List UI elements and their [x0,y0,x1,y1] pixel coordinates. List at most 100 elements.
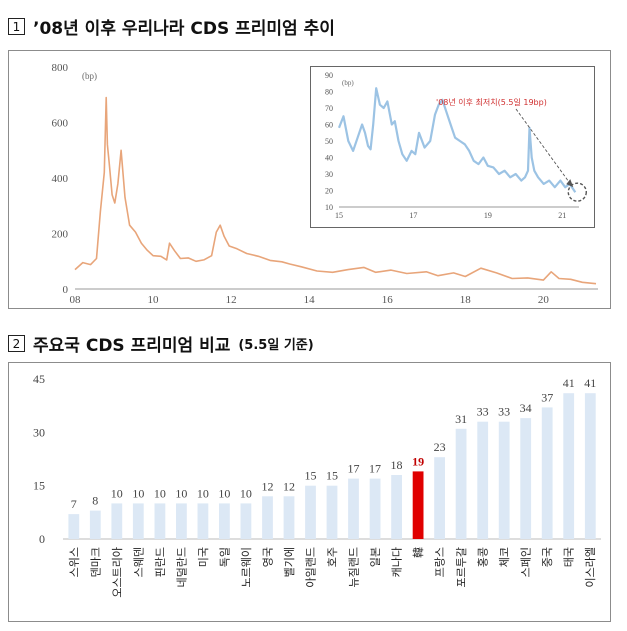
bar-value-label: 10 [218,486,230,500]
bar-21 [520,418,532,539]
bar-category-label: 캐나다 [391,547,404,577]
bar-19 [477,421,489,539]
bar-15 [391,475,402,539]
bar-category-label: 韓 [412,547,425,558]
bar-11 [305,485,316,539]
inset-y-axis-unit: (bp) [342,79,354,87]
bar-9 [262,496,273,539]
inset-cds-line-series [337,87,577,193]
bar-value-label: 33 [477,405,489,419]
bar-value-label: 41 [563,376,575,390]
section1-number: 1 [8,18,25,35]
annotation-circle [567,182,587,202]
section2-subtitle: (5.5일 기준) [238,338,314,353]
bar-y-tick-label: 45 [33,372,45,386]
bar-category-label: 핀란드 [154,547,167,577]
section2-title-text: 주요국 CDS 프리미엄 비교 [33,336,231,356]
bar-value-label: 41 [584,376,596,390]
bar-value-label: 15 [326,469,338,483]
bar-value-label: 10 [111,486,123,500]
bar-category-label: 중국 [541,547,554,567]
bar-0 [68,514,80,539]
bar-category-label: 노르웨이 [240,547,253,587]
bar-value-label: 12 [261,479,273,493]
inset-line-chart: 10 20 30 40 50 60 70 80 90 15 17 19 21 (bp) '08년 이후 최… [325,71,587,220]
bar-value-label: 34 [520,401,532,415]
bar-24 [584,393,596,539]
inset-annotation-text: '08년 이후 최저치(5.5일 19bp) [436,97,547,107]
inset-y-tick-label: 10 [325,203,333,212]
bar-category-label: 벨기에 [283,547,296,577]
annotation-arrow-line [515,108,572,186]
y-tick-label: 200 [52,229,69,241]
bar-category-label: 이스라엘 [584,547,597,587]
inset-y-tick-label: 60 [325,121,333,130]
bar-3 [132,503,144,539]
x-tick-label: 20 [538,294,550,306]
bar-16 [412,471,424,539]
bar-17 [434,457,445,539]
bar-value-label: 10 [154,486,166,500]
line-chart-frame: 0 200 400 600 800 08 10 12 14 16 18 20 (bp) 10 20 30 40… [8,50,611,309]
inset-x-tick-label: 15 [335,211,343,220]
bar-value-label: 18 [391,458,403,472]
inset-y-tick-label: 30 [325,170,333,179]
bar-14 [369,478,381,539]
x-tick-label: 14 [304,294,316,306]
y-tick-label: 600 [52,118,69,130]
x-tick-label: 16 [382,294,394,306]
bar-category-label: 스페인 [520,547,533,577]
main-line-chart: 0 200 400 600 800 08 10 12 14 16 18 20 (bp) [52,62,598,306]
bar-12 [326,485,338,539]
bar-18 [455,428,467,539]
bar-value-label: 7 [71,497,77,511]
bar-22 [541,407,553,539]
section2-number: 2 [8,335,25,352]
bar-value-label: 10 [175,486,187,500]
bar-13 [348,478,359,539]
inset-y-tick-label: 40 [325,154,333,163]
bar-category-label: 일본 [368,547,382,567]
bar-7 [219,503,230,539]
inset-y-tick-label: 70 [325,104,333,113]
bar-category-label: 체코 [498,547,511,567]
bar-4 [154,503,166,539]
bar-category-label: 영국 [261,547,274,567]
bar-value-label: 17 [369,462,381,476]
bar-category-label: 미국 [197,547,210,567]
bar-23 [563,393,575,539]
x-tick-label: 10 [148,294,160,306]
bar-10 [283,496,295,539]
y-tick-label: 800 [52,62,69,74]
inset-chart-frame: 10 20 30 40 50 60 70 80 90 15 17 19 21 (bp) '08년 이후 최… [310,66,595,228]
inset-y-tick-label: 90 [325,71,333,80]
x-tick-label: 08 [70,294,82,306]
bar-6 [197,503,209,539]
bar-1 [89,510,101,539]
y-tick-label: 400 [52,173,69,185]
bar-category-label: 뉴질랜드 [348,547,361,587]
x-tick-label: 18 [460,294,472,306]
bar-y-tick-label: 15 [33,479,45,493]
inset-y-tick-label: 50 [325,137,333,146]
bar-category-label: 오스트리아 [111,547,124,598]
bar-value-label: 8 [92,494,98,508]
bar-value-label: 10 [240,486,252,500]
bar-category-label: 태국 [563,547,576,567]
bar-category-label: 스위스 [68,547,81,577]
bar-category-label: 스웨덴 [132,547,145,577]
bar-value-label: 37 [541,390,553,404]
bar-category-label: 아일랜드 [304,547,318,587]
bar-value-label: 19 [412,454,424,468]
bar-value-label: 10 [197,486,209,500]
bar-2 [111,503,123,539]
bar-category-label: 프랑스 [434,547,447,577]
bar-value-label: 10 [132,486,144,500]
bar-category-label: 덴마크 [89,547,102,577]
bar-category-label: 홍콩 [476,547,490,567]
y-tick-label: 0 [63,284,69,296]
bar-value-label: 15 [304,469,316,483]
inset-x-tick-label: 21 [558,211,566,220]
x-tick-label: 12 [226,294,237,306]
section1-title-text: ’08년 이후 우리나라 CDS 프리미엄 추이 [33,19,335,39]
